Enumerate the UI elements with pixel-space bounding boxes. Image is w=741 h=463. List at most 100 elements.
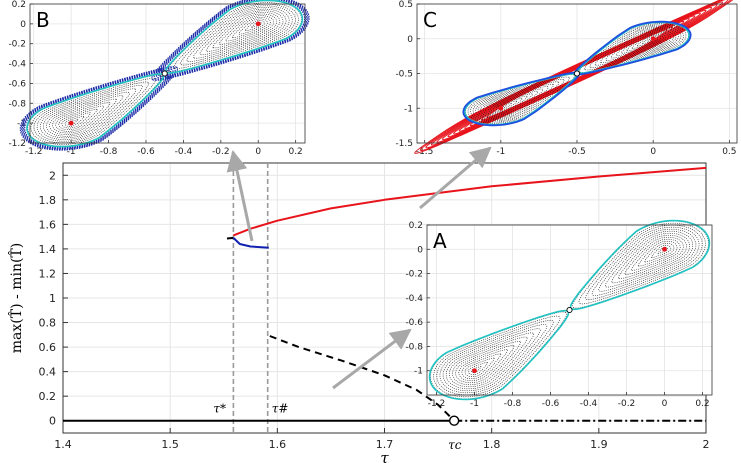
tau-sharp-label: τ# xyxy=(272,402,289,416)
y-tick-label: 1.6 xyxy=(39,218,57,231)
x-tick-label: 1.4 xyxy=(54,438,72,451)
spiral-trajectory xyxy=(578,222,706,305)
inset-y-tick-label: -0.8 xyxy=(8,99,26,109)
spiral-trajectory xyxy=(644,243,675,263)
inset-x-tick-label: -0.2 xyxy=(618,399,636,409)
x-tick-label: 1.6 xyxy=(269,438,287,451)
spiral-trajectory xyxy=(616,30,672,56)
spiral-trajectory xyxy=(624,236,684,275)
spiral-trajectory xyxy=(231,17,271,38)
spiral-trajectory xyxy=(46,95,124,137)
outer-orbit-blue xyxy=(19,66,179,151)
connector-arrow xyxy=(226,149,254,242)
series-black-short-branch xyxy=(226,236,234,240)
inset-x-tick-label: 0 xyxy=(255,147,261,157)
spiral-trajectory xyxy=(598,228,697,292)
spiral-trajectory xyxy=(55,105,104,132)
inset-x-tick-label: -0.6 xyxy=(137,147,155,157)
inset-y-tick-label: 0.5 xyxy=(399,0,413,10)
y-tick-label: 1.8 xyxy=(39,194,57,207)
spiral-trajectory xyxy=(442,328,541,392)
spiral-trajectory xyxy=(605,28,677,61)
inset-x-tick-label: -0.8 xyxy=(100,147,118,157)
x-tick-label: 2 xyxy=(703,438,710,451)
inset-x-tick-label: 0.2 xyxy=(288,147,302,157)
spiral-trajectory xyxy=(600,27,679,64)
x-tick-label: 1.9 xyxy=(590,438,608,451)
x-axis-label: τ xyxy=(380,449,389,463)
outer-orbit-blue xyxy=(23,69,172,149)
stable-focus-point xyxy=(68,120,74,126)
spiral-trajectory xyxy=(631,33,664,49)
inset-y-tick-label: -0.4 xyxy=(8,60,26,70)
spiral-trajectory xyxy=(589,24,684,68)
spiral-trajectory xyxy=(585,224,703,300)
y-tick-label: 0.8 xyxy=(39,317,57,330)
spiral-trajectory xyxy=(251,21,262,28)
outer-orbit-red xyxy=(414,0,734,154)
spiral-trajectory xyxy=(482,91,538,117)
spiral-trajectory xyxy=(67,119,78,126)
y-tick-label: 1.2 xyxy=(39,267,57,280)
spiral-trajectory xyxy=(464,357,495,377)
spiral-trajectory xyxy=(445,332,535,390)
connector-arrow xyxy=(419,146,492,210)
spiral-trajectory xyxy=(490,98,523,114)
spiral-trajectory xyxy=(637,35,662,47)
spiral-trajectory xyxy=(58,109,98,130)
connector-arrow xyxy=(332,328,412,390)
spiral-trajectory xyxy=(199,8,287,56)
inset-panel-label: C xyxy=(423,8,437,32)
spiral-trajectory xyxy=(30,78,156,145)
spiral-trajectory xyxy=(642,36,659,44)
spiral-trajectory xyxy=(477,86,549,119)
spiral-trajectory xyxy=(449,336,528,388)
spiral-trajectory xyxy=(186,5,293,63)
connector-arrows xyxy=(226,146,492,390)
spiral-trajectory xyxy=(245,20,265,31)
inset-y-tick-label: -0.2 xyxy=(405,270,423,280)
inset-x-tick-label: -1.5 xyxy=(416,147,434,157)
y-tick-label: 0.6 xyxy=(39,341,57,354)
stable-focus-point xyxy=(498,105,504,111)
inset-y-tick-label: -1 xyxy=(17,119,26,129)
inset-y-tick-label: 0.2 xyxy=(12,0,26,10)
tau-star-label: τ* xyxy=(213,402,226,416)
spiral-trajectory xyxy=(455,345,515,384)
spiral-trajectory xyxy=(225,15,274,42)
spiral-trajectory xyxy=(467,76,570,124)
inset-frame xyxy=(426,224,713,396)
spiral-trajectory xyxy=(458,349,508,382)
y-tick-label: 1.4 xyxy=(39,243,57,256)
inset-x-tick-label: -0.5 xyxy=(568,147,586,157)
outer-orbit-blue xyxy=(153,0,309,80)
spiral-trajectory xyxy=(621,31,669,54)
spiral-trajectory xyxy=(475,83,554,120)
inset-x-tick-label: -1.2 xyxy=(428,399,446,409)
inset-x-tick-label: -0.4 xyxy=(580,399,598,409)
spiral-trajectory xyxy=(492,100,517,112)
inset-x-tick-label: 0.5 xyxy=(722,147,736,157)
tau-c-label: τc xyxy=(448,438,462,452)
tau-c-point xyxy=(448,415,460,426)
spiral-trajectory xyxy=(219,13,278,45)
inset-x-tick-label: 0.2 xyxy=(695,399,709,409)
spiral-trajectory xyxy=(52,102,111,134)
inset-y-tick-label: 0.2 xyxy=(409,221,423,231)
stable-focus-point xyxy=(650,36,656,42)
inset-x-tick-label: 0 xyxy=(650,147,656,157)
spiral-trajectory xyxy=(206,10,284,52)
saddle-point xyxy=(573,70,581,77)
periodic-orbit-blue xyxy=(462,71,581,127)
spiral-trajectory xyxy=(631,238,681,271)
spiral-trajectory xyxy=(42,91,130,139)
y-tick-label: 0.4 xyxy=(39,366,57,379)
saddle-point xyxy=(161,70,168,77)
inset-y-tick-label: -0.5 xyxy=(395,70,413,80)
inset-panel-label: B xyxy=(36,8,50,32)
spiral-trajectory xyxy=(61,112,91,129)
x-tick-label: 1.5 xyxy=(161,438,179,451)
inset-y-tick-label: 0 xyxy=(417,245,423,255)
inset-x-tick-label: -1.2 xyxy=(25,147,43,157)
